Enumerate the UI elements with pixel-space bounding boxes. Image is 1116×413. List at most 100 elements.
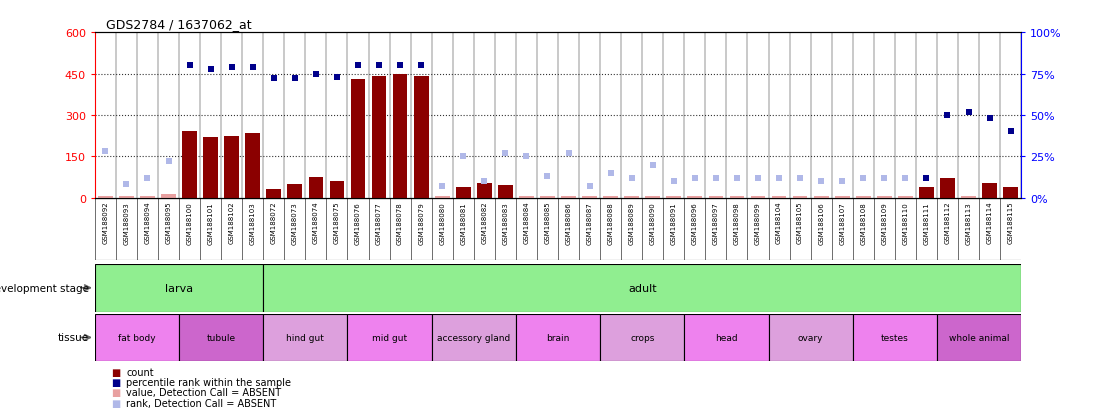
Bar (498, 186, 512, 198)
Text: GSM188087: GSM188087 (587, 202, 593, 244)
Bar (835, 197, 849, 198)
Bar (666, 197, 681, 198)
Bar (624, 197, 639, 198)
Text: GSM188098: GSM188098 (734, 202, 740, 244)
Bar (519, 197, 533, 198)
Text: GDS2784 / 1637062_at: GDS2784 / 1637062_at (106, 18, 251, 31)
Text: GSM188109: GSM188109 (882, 202, 887, 244)
Text: ■: ■ (112, 398, 121, 408)
Text: crops: crops (631, 333, 654, 342)
Text: whole animal: whole animal (949, 333, 1009, 342)
Bar (751, 197, 766, 198)
Bar (600, 314, 684, 361)
Text: GSM188108: GSM188108 (860, 202, 866, 244)
Text: fat body: fat body (118, 333, 156, 342)
Text: GSM188079: GSM188079 (418, 202, 424, 244)
Bar (414, 77, 429, 198)
Bar (898, 197, 913, 198)
Bar (350, 80, 365, 198)
Text: GSM188114: GSM188114 (987, 202, 992, 244)
Bar (853, 314, 937, 361)
Text: GSM188097: GSM188097 (713, 202, 719, 244)
Text: GSM188101: GSM188101 (208, 202, 213, 244)
Bar (347, 314, 432, 361)
Text: GSM188083: GSM188083 (502, 202, 509, 244)
Bar (561, 197, 576, 198)
Text: GSM188073: GSM188073 (292, 202, 298, 244)
Text: testes: testes (881, 333, 908, 342)
Bar (329, 182, 345, 198)
Text: GSM188080: GSM188080 (440, 202, 445, 244)
Text: GSM188102: GSM188102 (229, 202, 234, 244)
Bar (961, 197, 975, 198)
Text: ■: ■ (112, 367, 121, 377)
Bar (224, 136, 239, 198)
Bar (435, 197, 450, 198)
Text: GSM188085: GSM188085 (545, 202, 550, 244)
Text: percentile rank within the sample: percentile rank within the sample (126, 377, 291, 387)
Text: GSM188110: GSM188110 (903, 202, 908, 244)
Text: value, Detection Call = ABSENT: value, Detection Call = ABSENT (126, 387, 281, 397)
Text: brain: brain (547, 333, 569, 342)
Bar (432, 314, 516, 361)
Bar (288, 185, 302, 198)
Bar (937, 314, 1021, 361)
Text: GSM188111: GSM188111 (923, 202, 930, 244)
Bar (940, 179, 955, 198)
Bar (98, 197, 113, 198)
Text: tubule: tubule (206, 333, 235, 342)
Text: rank, Detection Call = ABSENT: rank, Detection Call = ABSENT (126, 398, 277, 408)
Text: ovary: ovary (798, 333, 824, 342)
Text: GSM188099: GSM188099 (756, 202, 761, 244)
Text: GSM188076: GSM188076 (355, 202, 360, 244)
Text: GSM188113: GSM188113 (965, 202, 972, 244)
Bar (372, 77, 386, 198)
Bar (771, 197, 787, 198)
Bar (119, 197, 134, 198)
Bar (540, 197, 555, 198)
Text: GSM188093: GSM188093 (124, 202, 129, 244)
Text: GSM188077: GSM188077 (376, 202, 382, 244)
Bar (814, 197, 828, 198)
Text: GSM188104: GSM188104 (776, 202, 782, 244)
Text: mid gut: mid gut (372, 333, 407, 342)
Text: development stage: development stage (0, 283, 89, 293)
Text: ■: ■ (112, 377, 121, 387)
Text: adult: adult (628, 283, 656, 293)
Bar (730, 197, 744, 198)
Text: accessory gland: accessory gland (437, 333, 510, 342)
Bar (308, 178, 324, 198)
Bar (203, 138, 218, 198)
Text: head: head (715, 333, 738, 342)
Bar (709, 197, 723, 198)
Bar (604, 197, 618, 198)
Text: GSM188112: GSM188112 (944, 202, 951, 244)
Text: GSM188084: GSM188084 (523, 202, 529, 244)
Text: GSM188074: GSM188074 (312, 202, 319, 244)
Bar (141, 197, 155, 198)
Bar (179, 314, 263, 361)
Text: GSM188072: GSM188072 (271, 202, 277, 244)
Bar (877, 197, 892, 198)
Bar (645, 197, 660, 198)
Bar (95, 314, 179, 361)
Text: hind gut: hind gut (287, 333, 325, 342)
Bar (792, 197, 808, 198)
Bar (583, 197, 597, 198)
Bar (769, 314, 853, 361)
Text: GSM188107: GSM188107 (839, 202, 845, 244)
Text: GSM188089: GSM188089 (628, 202, 635, 244)
Text: GSM188088: GSM188088 (607, 202, 614, 244)
Text: GSM188103: GSM188103 (250, 202, 256, 244)
Bar (516, 314, 600, 361)
Text: GSM188092: GSM188092 (103, 202, 108, 244)
Text: count: count (126, 367, 154, 377)
Bar (856, 197, 870, 198)
Text: larva: larva (165, 283, 193, 293)
Text: GSM188106: GSM188106 (818, 202, 824, 244)
Text: GSM188075: GSM188075 (334, 202, 340, 244)
Bar (982, 183, 997, 198)
Bar (263, 264, 1021, 312)
Text: GSM188078: GSM188078 (397, 202, 403, 244)
Text: GSM188096: GSM188096 (692, 202, 698, 244)
